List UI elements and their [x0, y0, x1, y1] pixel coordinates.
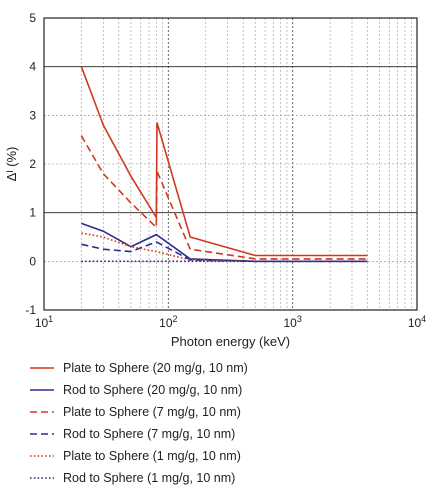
series-line	[81, 241, 368, 263]
legend-item-label: Plate to Sphere (20 mg/g, 10 nm)	[63, 361, 248, 375]
plot-frame	[43, 17, 418, 311]
series-line	[81, 232, 368, 263]
y-tick-label: 0	[29, 254, 36, 268]
y-axis-label: Δᴵ (%)	[4, 147, 19, 182]
x-axis-label: Photon energy (keV)	[171, 334, 290, 349]
x-tick-label: 103	[283, 314, 301, 330]
y-tick-label: 1	[29, 206, 36, 220]
tick-label-layer: 101 102 103 104 -1 0 1 2 3 4 5	[25, 11, 426, 330]
y-tick-label: -1	[25, 303, 36, 317]
series-layer	[80, 66, 368, 263]
grid-layer	[43, 17, 417, 311]
x-tick-label: 102	[159, 314, 177, 330]
legend-item-label: Rod to Sphere (20 mg/g, 10 nm)	[63, 383, 242, 397]
y-tick-label: 2	[29, 157, 36, 171]
legend-item-label: Rod to Sphere (7 mg/g, 10 nm)	[63, 427, 235, 441]
x-tick-label: 104	[408, 314, 426, 330]
legend-item-label: Plate to Sphere (1 mg/g, 10 nm)	[63, 449, 241, 463]
y-tick-label: 4	[29, 60, 36, 74]
y-tick-label: 3	[29, 108, 36, 122]
x-tick-label: 101	[35, 314, 53, 330]
legend-item-label: Plate to Sphere (7 mg/g, 10 nm)	[63, 405, 241, 419]
y-tick-label: 5	[29, 11, 36, 25]
series-line	[80, 66, 368, 257]
legend: Plate to Sphere (20 mg/g, 10 nm) Rod to S…	[30, 361, 248, 485]
legend-item-label: Rod to Sphere (1 mg/g, 10 nm)	[63, 471, 235, 485]
series-line	[80, 135, 368, 260]
